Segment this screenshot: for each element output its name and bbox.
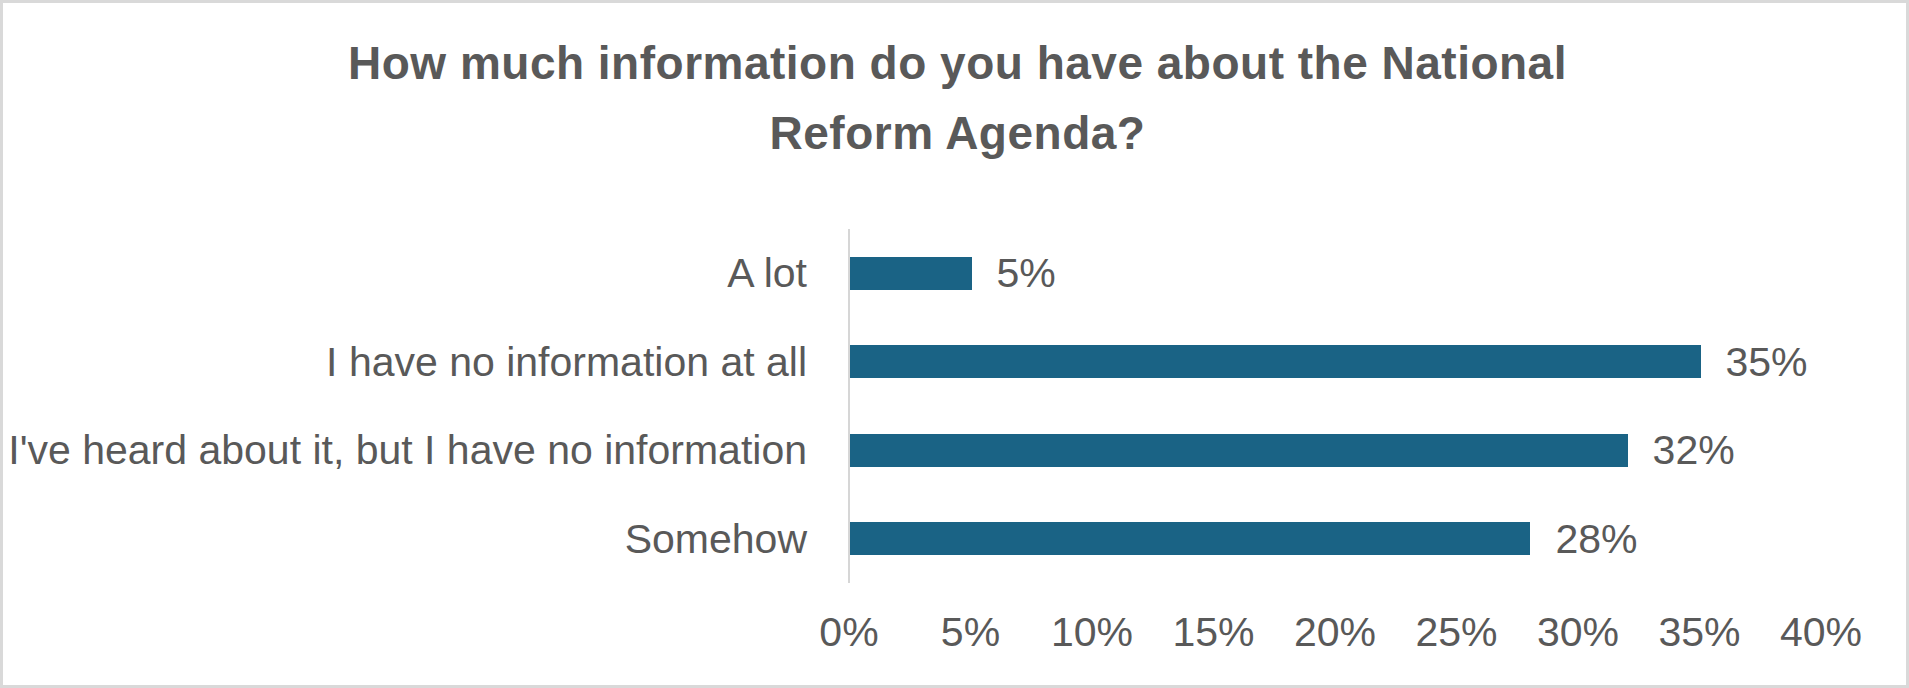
data-label: 28% (1555, 515, 1637, 562)
x-axis-tick-label: 15% (1172, 609, 1254, 656)
x-axis-tick-label: 10% (1051, 609, 1133, 656)
bar (850, 434, 1628, 467)
bar (850, 345, 1701, 378)
x-axis-tick-label: 30% (1537, 609, 1619, 656)
bar (850, 257, 972, 290)
category-label: Somehow (625, 515, 807, 562)
x-axis-tick-label: 0% (819, 609, 878, 656)
chart-title-line2: Reform Agenda? (3, 99, 1909, 169)
chart-title-line1: How much information do you have about t… (3, 29, 1909, 99)
x-axis-tick-label: 40% (1780, 609, 1862, 656)
x-axis-tick-label: 35% (1658, 609, 1740, 656)
data-label: 35% (1726, 338, 1808, 385)
category-label: I have no information at all (326, 338, 807, 385)
x-axis-tick-label: 5% (941, 609, 1000, 656)
data-label: 5% (997, 250, 1056, 297)
category-label: A lot (727, 250, 807, 297)
data-label: 32% (1653, 427, 1735, 474)
category-label: I've heard about it, but I have no infor… (8, 427, 807, 474)
x-axis-tick-label: 20% (1294, 609, 1376, 656)
chart-canvas: How much information do you have about t… (0, 0, 1909, 688)
chart-title: How much information do you have about t… (3, 29, 1909, 169)
x-axis-tick-label: 25% (1415, 609, 1497, 656)
bar (850, 522, 1530, 555)
